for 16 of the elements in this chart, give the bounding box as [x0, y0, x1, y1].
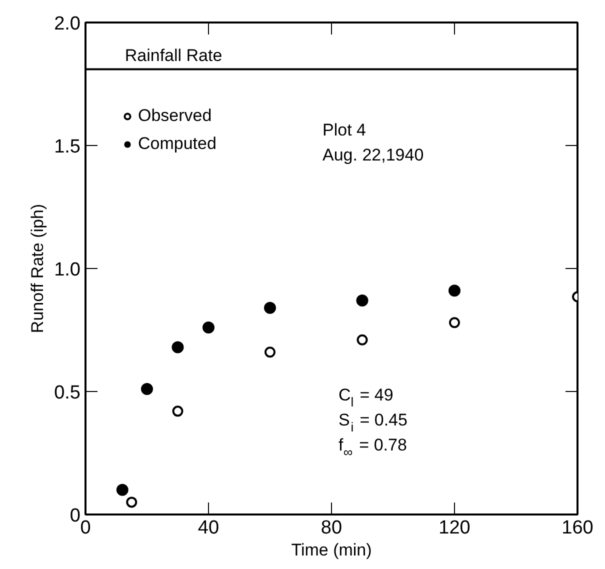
y-tick-label: 2.0: [54, 14, 81, 34]
legend-label: Computed: [138, 134, 216, 154]
annotation: Plot 4: [322, 120, 366, 140]
x-tick-label: 120: [438, 518, 470, 538]
x-tick-label: 40: [198, 518, 220, 538]
y-tick-label: 1.5: [54, 136, 81, 158]
y-tick-label: 0.5: [54, 382, 81, 404]
annotation: Aug. 22,1940: [322, 146, 424, 164]
x-axis-title: Time (min): [291, 540, 372, 560]
ref-line-label: Rainfall Rate: [124, 46, 222, 66]
x-tick-label: 80: [320, 518, 342, 538]
x-tick-label: 160: [562, 518, 594, 538]
annotation: f∞= 0.78: [338, 436, 407, 460]
y-axis-title: Runoff Rate (iph): [28, 204, 48, 334]
y-tick-label: 1.0: [54, 260, 81, 280]
legend-label: Observed: [138, 106, 212, 126]
